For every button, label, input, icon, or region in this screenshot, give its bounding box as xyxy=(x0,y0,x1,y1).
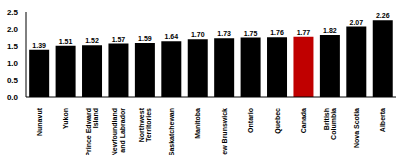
svg-text:0.5: 0.5 xyxy=(8,76,19,85)
svg-text:1.5: 1.5 xyxy=(8,42,19,51)
svg-text:Yukon: Yukon xyxy=(62,108,69,129)
svg-text:2.07: 2.07 xyxy=(350,19,364,26)
svg-text:BritishColumbia: BritishColumbia xyxy=(323,108,338,140)
svg-text:Newfoundlandand Labrador: Newfoundlandand Labrador xyxy=(111,108,126,155)
svg-text:1.0: 1.0 xyxy=(8,59,19,68)
svg-text:Prince EdwardIsland: Prince EdwardIsland xyxy=(85,108,100,155)
svg-text:1.82: 1.82 xyxy=(323,27,337,34)
svg-text:1.73: 1.73 xyxy=(217,30,231,37)
svg-text:Ontario: Ontario xyxy=(247,108,254,133)
svg-text:1.76: 1.76 xyxy=(270,29,284,36)
svg-text:New Brunswick: New Brunswick xyxy=(221,108,228,155)
svg-text:1.70: 1.70 xyxy=(191,31,205,38)
svg-text:1.64: 1.64 xyxy=(165,33,179,40)
svg-text:Manitoba: Manitoba xyxy=(194,108,201,139)
svg-text:1.59: 1.59 xyxy=(138,35,152,42)
svg-text:2.26: 2.26 xyxy=(376,12,390,19)
svg-text:Alberta: Alberta xyxy=(379,108,386,132)
svg-text:Quebec: Quebec xyxy=(274,108,282,134)
svg-text:1.75: 1.75 xyxy=(244,30,258,37)
svg-text:Canada: Canada xyxy=(300,108,307,133)
svg-text:1.77: 1.77 xyxy=(297,29,311,36)
svg-text:2.5: 2.5 xyxy=(8,8,19,17)
svg-text:1.39: 1.39 xyxy=(32,42,46,49)
svg-text:NorthwestTerritories: NorthwestTerritories xyxy=(138,107,153,142)
svg-text:0.0: 0.0 xyxy=(8,93,19,102)
svg-text:Nova Scotia: Nova Scotia xyxy=(353,108,360,148)
svg-text:Saskatchewan: Saskatchewan xyxy=(168,108,175,155)
svg-text:1.57: 1.57 xyxy=(112,36,126,43)
svg-text:2.0: 2.0 xyxy=(8,25,19,34)
svg-text:1.52: 1.52 xyxy=(85,37,99,44)
svg-text:Nunavut: Nunavut xyxy=(36,107,43,136)
svg-text:1.51: 1.51 xyxy=(59,38,73,45)
